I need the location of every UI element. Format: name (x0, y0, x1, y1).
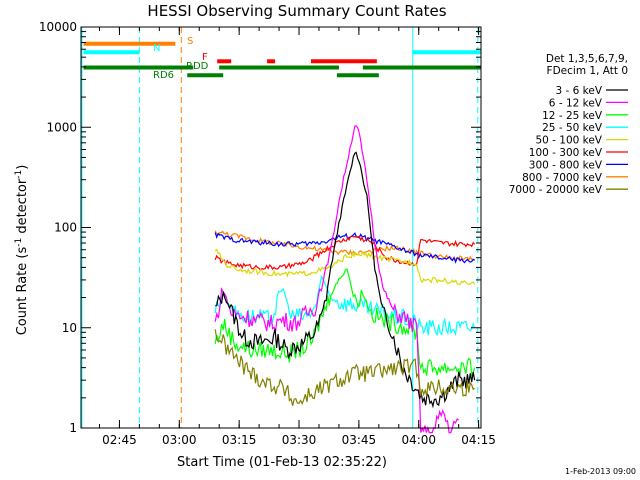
legend-label-2: 12 - 25 keV (542, 110, 603, 122)
y-axis-label: Count Rate (s-1 detector-1) (14, 165, 30, 336)
y-tick-label-4: 10000 (39, 20, 77, 34)
legend-label-7: 800 - 7000 keV (522, 172, 603, 184)
x-tick-label-0: 02:45 (102, 433, 137, 447)
legend-header-1: FDecim 1, Att 0 (547, 65, 628, 77)
series-line-8 (214, 329, 475, 406)
series-line-1 (214, 125, 460, 434)
legend-header-0: Det 1,3,5,6,7,9, (546, 53, 628, 65)
series-line-4 (214, 248, 476, 286)
footer-timestamp: 1-Feb-2013 09:00 (565, 467, 636, 476)
chart-title: HESSI Observing Summary Count Rates (147, 2, 446, 20)
status-label-f: F (202, 52, 208, 63)
x-tick-label-4: 03:45 (342, 433, 377, 447)
legend-label-8: 7000 - 20000 keV (509, 184, 603, 196)
x-tick-label-1: 03:00 (162, 433, 197, 447)
status-label-n: N (153, 43, 160, 54)
status-label-rd6: RD6 (153, 70, 174, 81)
x-tick-label-3: 03:30 (282, 433, 317, 447)
legend-label-1: 6 - 12 keV (549, 97, 603, 109)
x-tick-label-5: 04:00 (401, 433, 436, 447)
x-tick-label-6: 04:15 (461, 433, 496, 447)
series-line-3 (214, 274, 476, 337)
legend-label-0: 3 - 6 keV (555, 85, 602, 97)
y-tick-label-3: 1000 (46, 120, 77, 134)
y-tick-label-2: 100 (54, 221, 77, 235)
legend-label-6: 300 - 800 keV (529, 159, 603, 171)
y-tick-label-0: 1 (69, 421, 77, 435)
x-axis-label: Start Time (01-Feb-13 02:35:22) (177, 455, 387, 470)
legend-label-4: 50 - 100 keV (535, 135, 602, 147)
legend: Det 1,3,5,6,7,9,FDecim 1, Att 0 3 - 6 keV… (509, 53, 628, 196)
legend-label-5: 100 - 300 keV (529, 147, 603, 159)
x-tick-label-2: 03:15 (222, 433, 257, 447)
status-label-s: S (187, 36, 193, 47)
legend-label-3: 25 - 50 keV (542, 122, 603, 134)
series-line-2 (214, 268, 476, 378)
status-label-rdd: RDD (186, 61, 209, 72)
series-line-5 (214, 235, 476, 271)
series-line-6 (214, 232, 475, 264)
series-line-0 (214, 151, 476, 409)
y-tick-label-1: 10 (62, 321, 77, 335)
